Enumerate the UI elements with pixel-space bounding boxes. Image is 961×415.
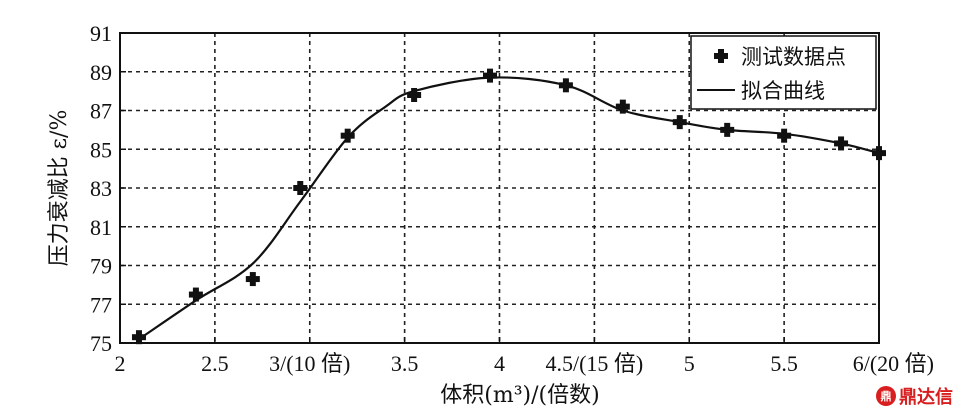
fit-curve-line: [138, 76, 880, 341]
data-point-marker: [720, 122, 735, 137]
data-point-marker: [340, 128, 355, 143]
legend-box: [690, 35, 877, 110]
watermark-logo: 鼎 鼎达信: [876, 383, 953, 409]
x-tick-label: 2.5: [201, 351, 229, 376]
y-tick-label: 85: [90, 137, 112, 162]
data-point-marker: [407, 88, 422, 102]
legend-label-data-points: 测试数据点: [741, 45, 846, 69]
data-point-marker: [558, 78, 573, 93]
data-point-marker: [615, 99, 630, 114]
x-tick-label: 2: [115, 351, 126, 376]
y-tick-label: 83: [90, 176, 112, 201]
y-tick-label: 75: [90, 331, 112, 356]
grid-lines: [120, 33, 879, 343]
data-point-marker: [777, 128, 792, 143]
data-point-marker: [872, 146, 886, 161]
watermark-text: 鼎达信: [899, 387, 953, 408]
x-tick-label: 5.5: [770, 351, 798, 376]
data-point-marker: [131, 330, 146, 345]
x-tick-label: 3/(10 倍): [269, 351, 350, 376]
series-layer: [131, 68, 886, 345]
x-tick-label: 5: [684, 351, 695, 376]
y-tick-label: 91: [90, 21, 112, 46]
x-axis-ticks: 2 2.5 3/(10 倍) 3.5 4 4.5/(15 倍) 5 5.5 6/(20 倍): [115, 337, 934, 376]
legend-label-fit-curve: 拟合曲线: [741, 79, 825, 103]
x-tick-label: 4: [494, 351, 505, 376]
legend-marker-symbol: [714, 49, 728, 63]
data-point-marker: [188, 287, 203, 302]
y-tick-label: 81: [90, 215, 112, 240]
y-tick-label: 79: [90, 254, 112, 279]
y-tick-label: 77: [90, 292, 112, 317]
data-point-marker: [245, 272, 260, 287]
data-point-marker: [834, 136, 849, 151]
x-tick-label: 3.5: [391, 351, 419, 376]
data-point-marker: [293, 181, 308, 195]
data-point-marker: [483, 68, 498, 83]
y-tick-label: 89: [90, 60, 112, 85]
x-tick-label: 4.5/(15 倍): [545, 351, 643, 376]
y-axis-title: 压力衰减比 ε/%: [47, 110, 72, 267]
data-point-marker: [672, 115, 687, 130]
y-axis-ticks: 75 77 79 81 83 85 87 89 91: [90, 21, 126, 356]
legend: 测试数据点 拟合曲线: [690, 35, 877, 110]
x-axis-title: 体积(m³)/(倍数): [440, 383, 599, 408]
y-tick-label: 87: [90, 99, 112, 124]
x-tick-label: 6/(20 倍): [853, 351, 934, 376]
watermark-badge-icon: 鼎: [876, 386, 896, 406]
